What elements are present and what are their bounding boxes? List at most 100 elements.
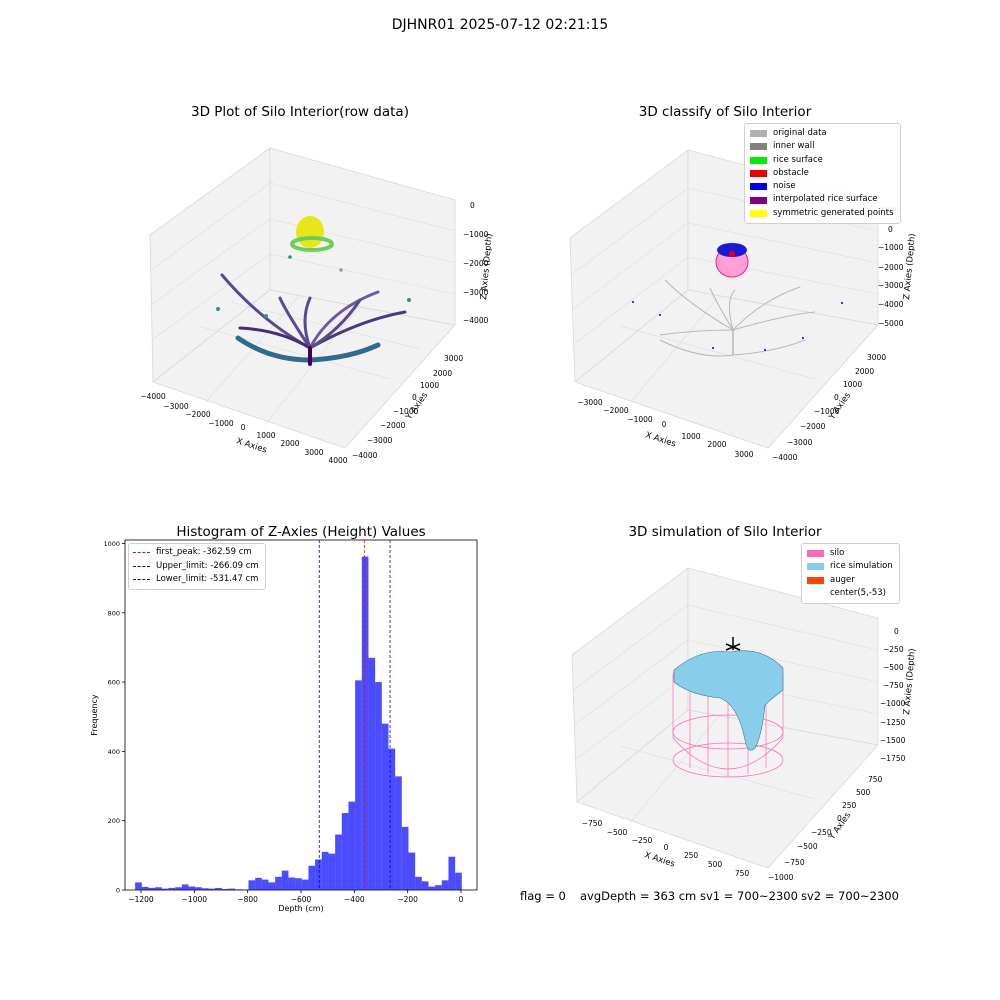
legend-item: obstacle xyxy=(750,167,894,180)
sim-y-tick: 500 xyxy=(856,788,871,797)
histogram-bar xyxy=(341,813,349,890)
raw-z-tick: −4000 xyxy=(463,316,489,325)
sim-z-tick: −750 xyxy=(883,681,904,690)
legend-swatch xyxy=(750,130,767,138)
legend-swatch xyxy=(807,590,824,597)
raw-y-tick: −3000 xyxy=(367,436,393,445)
classify-z-tick: −4000 xyxy=(878,300,904,309)
histogram-bar xyxy=(315,859,322,890)
classify-y-tick: −2000 xyxy=(800,422,826,431)
raw-points-rice-top xyxy=(290,216,334,252)
histogram-bar xyxy=(255,877,262,890)
sim-x-tick: −750 xyxy=(582,819,603,828)
sim-x-tick: −250 xyxy=(632,836,653,845)
sim-z-tick: −250 xyxy=(883,645,904,654)
histogram-bar xyxy=(268,882,276,890)
histogram-bar xyxy=(248,880,256,890)
sim-z-label: Z Axies (Depth) xyxy=(902,648,918,715)
classify-bottom-lines xyxy=(659,279,816,357)
raw-z-ticks: −4000 −3000 −2000 −1000 0 xyxy=(463,201,489,325)
raw-z-label: Z Axies (Depth) xyxy=(479,233,495,300)
classify-z-tick: −5000 xyxy=(878,319,904,328)
classify-x-tick: −2000 xyxy=(603,406,629,415)
footer-avg-depth: avgDepth = 363 cm xyxy=(580,889,697,903)
raw-x-tick: 2000 xyxy=(280,439,299,448)
classify-plot-title: 3D classify of Silo Interior xyxy=(638,104,812,120)
sim-z-tick: −1250 xyxy=(880,718,906,727)
legend-line xyxy=(133,552,150,554)
classify-y-tick: 1000 xyxy=(843,380,862,389)
classify-y-tick: −1000 xyxy=(814,407,840,416)
histogram-bar xyxy=(308,865,316,890)
legend-item: rice surface xyxy=(750,154,894,167)
classify-x-tick: −3000 xyxy=(577,398,603,407)
sim-y-tick: 750 xyxy=(868,775,883,784)
raw-plot-title: 3D Plot of Silo Interior(row data) xyxy=(191,104,409,120)
histogram-x-tick-label: 0 xyxy=(459,895,464,904)
sim-x-tick: 750 xyxy=(735,869,750,878)
legend-swatch xyxy=(750,196,767,204)
sim-y-tick: 250 xyxy=(842,801,857,810)
sim-z-tick: −1500 xyxy=(880,736,906,745)
raw-y-ticks: −4000 −3000 −2000 −1000 0 1000 2000 3000 xyxy=(352,354,463,460)
sim-3d-box xyxy=(571,567,879,869)
histogram-y-tick-label: 600 xyxy=(108,679,120,687)
raw-x-ticks: −4000 −3000 −2000 −1000 0 1000 2000 3000… xyxy=(140,392,347,465)
sim-y-tick: −1000 xyxy=(768,873,794,882)
histogram-bar xyxy=(421,881,429,890)
classify-z-tick: 0 xyxy=(888,225,893,234)
histogram-bar xyxy=(295,878,302,890)
histogram-bar xyxy=(381,723,389,890)
classify-y-tick: 3000 xyxy=(867,353,886,362)
histogram-bar xyxy=(275,876,282,890)
sim-center-marker xyxy=(725,637,741,651)
histogram-y-tick-label: 800 xyxy=(108,609,120,617)
raw-z-tick: −3000 xyxy=(463,288,489,297)
histogram-x-tick-label: −400 xyxy=(344,895,365,904)
classify-y-tick: −3000 xyxy=(787,438,813,447)
raw-x-tick: −1000 xyxy=(208,419,234,428)
sim-z-tick: −1000 xyxy=(880,699,906,708)
classify-legend: original data inner wall rice surface ob… xyxy=(744,123,901,225)
histogram-legend: first_peak: -362.59 cm Upper_limit: -266… xyxy=(128,543,266,590)
histogram-bar xyxy=(208,888,216,890)
sim-x-ticks: −750 −500 −250 0 250 500 750 xyxy=(582,819,750,878)
legend-item: interpolated rice surface xyxy=(750,193,894,206)
histogram-bar xyxy=(195,887,202,890)
histogram-bar xyxy=(175,887,182,890)
classify-x-label: X Axies xyxy=(644,430,677,449)
raw-y-tick: 1000 xyxy=(420,381,439,390)
sim-y-ticks: −1000 −750 −500 −250 0 250 500 750 xyxy=(768,775,883,882)
raw-z-tick: −1000 xyxy=(463,230,489,239)
sim-x-tick: 0 xyxy=(664,843,669,852)
histogram-x-tick-label: −1200 xyxy=(128,895,154,904)
classify-z-tick: −2000 xyxy=(878,263,904,272)
footer-sv1: sv1 = 700~2300 xyxy=(700,889,798,903)
histogram-bar xyxy=(148,887,156,890)
raw-y-tick: −4000 xyxy=(352,451,378,460)
legend-swatch xyxy=(750,143,767,151)
histogram-bar xyxy=(408,852,416,890)
footer-sv2: sv2 = 700~2300 xyxy=(801,889,899,903)
histogram-x-tick-label: −800 xyxy=(237,895,258,904)
histogram-bar xyxy=(201,888,209,890)
classify-x-tick: 2000 xyxy=(707,440,726,449)
raw-x-tick: −4000 xyxy=(140,392,166,401)
raw-3d-plot: −4000 −3000 −2000 −1000 0 1000 2000 3000… xyxy=(140,147,495,465)
histogram-bar xyxy=(261,879,269,890)
histogram-y-tick-label: 1000 xyxy=(103,540,120,548)
legend-item: center(5,-53) xyxy=(807,587,893,600)
histogram-bar xyxy=(415,876,422,890)
raw-points-bottom xyxy=(220,273,407,366)
histogram-bar xyxy=(281,870,289,890)
footer-flag: flag = 0 xyxy=(520,889,566,903)
sim-x-tick: 250 xyxy=(684,851,699,860)
histogram-bars xyxy=(135,556,462,890)
histogram-vlines xyxy=(318,540,391,890)
figure-title: DJHNR01 2025-07-12 02:21:15 xyxy=(391,17,609,33)
histogram-bar xyxy=(441,880,449,890)
histogram-bar xyxy=(181,884,189,890)
classify-x-tick: 1000 xyxy=(681,432,700,441)
classify-y-tick: 2000 xyxy=(855,367,874,376)
histogram-bar xyxy=(168,887,176,890)
